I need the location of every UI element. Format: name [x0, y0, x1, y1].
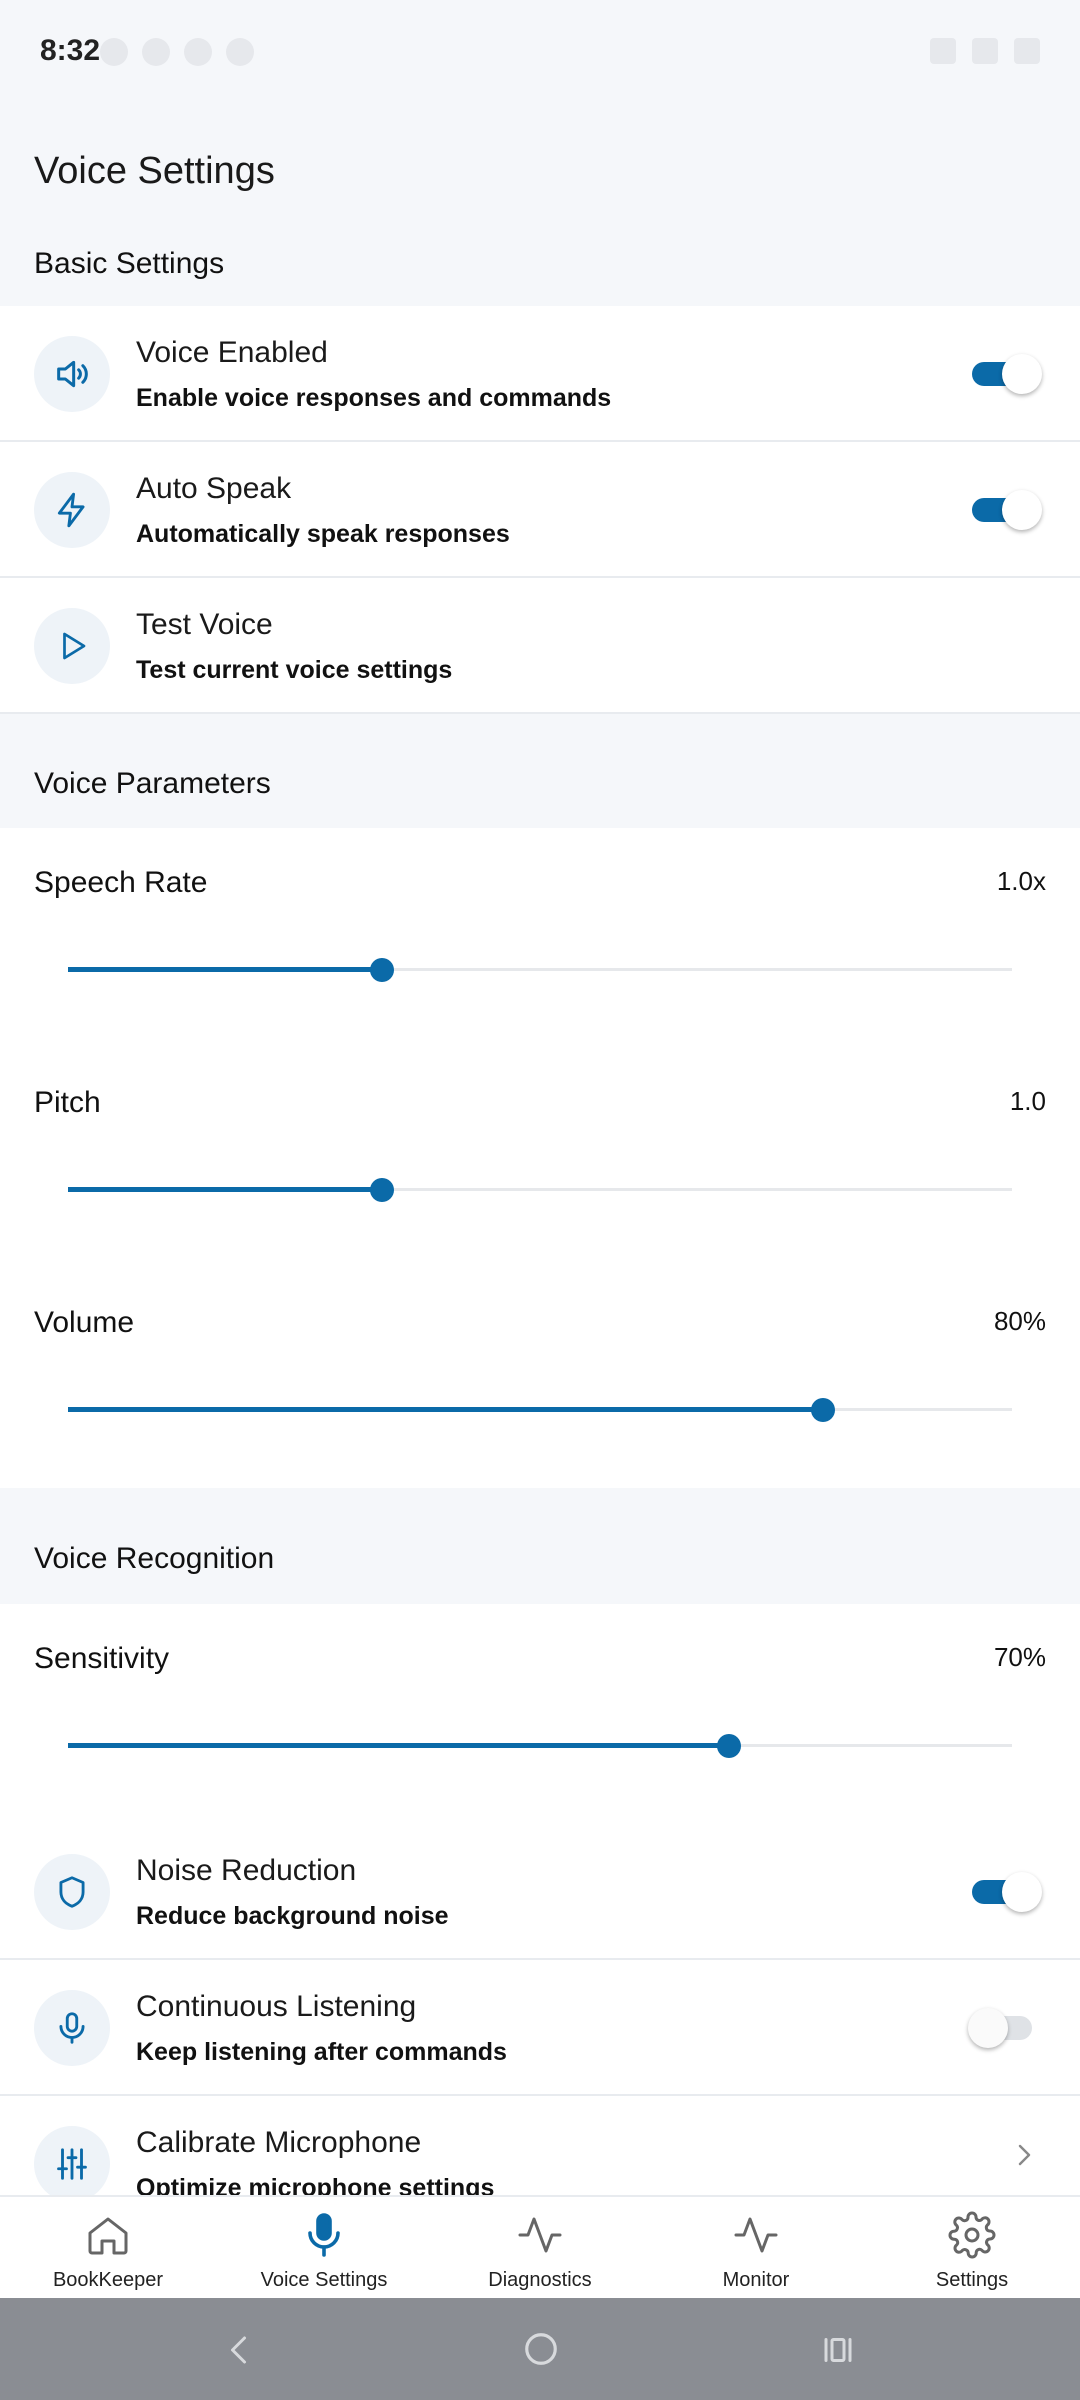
microphone-icon — [300, 2211, 348, 2264]
notification-icon — [184, 38, 212, 66]
status-bar: 8:32 — [0, 0, 1080, 104]
sensitivity-value: 70% — [993, 1642, 1046, 1672]
notification-icon — [100, 38, 128, 66]
pitch-thumb[interactable] — [370, 1178, 395, 1202]
shield-icon — [34, 1854, 110, 1930]
noise-reduction-subtitle: Reduce background noise — [136, 1902, 449, 1930]
back-icon[interactable] — [222, 2332, 258, 2373]
status-time: 8:32 — [40, 34, 101, 67]
test-voice-subtitle: Test current voice settings — [136, 656, 453, 684]
speech-rate-thumb[interactable] — [370, 958, 395, 982]
notification-icon — [226, 38, 254, 66]
system-status-icons — [930, 38, 1040, 64]
speech-rate-value: 1.0x — [996, 866, 1046, 896]
pitch-label: Pitch — [34, 1086, 101, 1119]
speech-rate-row: Speech Rate 1.0x — [0, 828, 1080, 1050]
section-voice-parameters: Voice Parameters — [0, 714, 1080, 828]
voice-enabled-subtitle: Enable voice responses and commands — [136, 384, 612, 412]
voice-enabled-row[interactable]: Voice Enabled Enable voice responses and… — [0, 306, 1080, 442]
pitch-slider[interactable] — [68, 1178, 1012, 1202]
nav-bookkeeper[interactable]: BookKeeper — [0, 2197, 216, 2300]
microphone-icon — [34, 1990, 110, 2066]
test-voice-row[interactable]: Test Voice Test current voice settings — [0, 578, 1080, 714]
pitch-row: Pitch 1.0 — [0, 1048, 1080, 1270]
calibrate-microphone-title: Calibrate Microphone — [136, 2126, 422, 2159]
calibrate-microphone-row[interactable]: Calibrate Microphone Optimize microphone… — [0, 2096, 1080, 2195]
battery-icon — [1014, 38, 1040, 64]
sensitivity-label: Sensitivity — [34, 1642, 170, 1675]
noise-reduction-title: Noise Reduction — [136, 1854, 357, 1887]
continuous-listening-toggle[interactable] — [968, 2008, 1038, 2048]
volume-slider[interactable] — [68, 1398, 1012, 1422]
home-icon — [84, 2211, 132, 2264]
continuous-listening-title: Continuous Listening — [136, 1990, 417, 2023]
volume-value: 80% — [993, 1306, 1046, 1336]
sensitivity-thumb[interactable] — [716, 1734, 741, 1758]
activity-icon — [732, 2211, 780, 2264]
noise-reduction-row[interactable]: Noise Reduction Reduce background noise — [0, 1824, 1080, 1960]
nav-label: Settings — [935, 2269, 1009, 2291]
auto-speak-toggle[interactable] — [972, 490, 1042, 530]
sensitivity-slider[interactable] — [68, 1734, 1012, 1758]
sliders-icon — [34, 2126, 110, 2195]
notification-icon — [142, 38, 170, 66]
nav-voice-settings[interactable]: Voice Settings — [216, 2197, 432, 2300]
play-icon — [34, 608, 110, 684]
lightning-icon — [34, 472, 110, 548]
nav-settings[interactable]: Settings — [864, 2197, 1080, 2300]
auto-speak-row[interactable]: Auto Speak Automatically speak responses — [0, 442, 1080, 578]
chevron-right-icon — [1012, 2140, 1036, 2175]
section-voice-recognition: Voice Recognition — [0, 1488, 1080, 1604]
nav-diagnostics[interactable]: Diagnostics — [432, 2197, 648, 2300]
nav-label: BookKeeper — [52, 2269, 164, 2291]
speech-rate-label: Speech Rate — [34, 866, 208, 899]
volume-row: Volume 80% — [0, 1268, 1080, 1490]
volume-thumb[interactable] — [811, 1398, 836, 1422]
auto-speak-title: Auto Speak — [136, 472, 292, 505]
volume-label: Volume — [34, 1306, 135, 1339]
page-title: Voice Settings — [34, 150, 275, 192]
continuous-listening-subtitle: Keep listening after commands — [136, 2038, 507, 2066]
calibrate-microphone-subtitle: Optimize microphone settings — [136, 2174, 495, 2195]
noise-reduction-toggle[interactable] — [972, 1872, 1042, 1912]
activity-icon — [516, 2211, 564, 2264]
pitch-value: 1.0 — [1009, 1086, 1046, 1116]
gear-icon — [948, 2211, 996, 2264]
home-button-icon[interactable] — [522, 2330, 560, 2373]
system-navigation-bar — [0, 2298, 1080, 2400]
nav-monitor[interactable]: Monitor — [648, 2197, 864, 2300]
nav-label: Voice Settings — [260, 2269, 388, 2291]
auto-speak-subtitle: Automatically speak responses — [136, 520, 510, 548]
nav-label: Monitor — [722, 2269, 790, 2291]
continuous-listening-row[interactable]: Continuous Listening Keep listening afte… — [0, 1960, 1080, 2096]
recents-icon[interactable] — [820, 2332, 856, 2373]
notification-icons — [100, 38, 254, 66]
bottom-navigation: BookKeeper Voice Settings Diagnostics Mo… — [0, 2195, 1080, 2300]
sensitivity-row: Sensitivity 70% — [0, 1604, 1080, 1826]
test-voice-title: Test Voice — [136, 608, 273, 641]
signal-icon — [972, 38, 998, 64]
section-basic-settings: Basic Settings — [0, 242, 1080, 306]
speaker-icon — [34, 336, 110, 412]
voice-enabled-toggle[interactable] — [972, 354, 1042, 394]
wifi-icon — [930, 38, 956, 64]
voice-enabled-title: Voice Enabled — [136, 336, 328, 369]
speech-rate-slider[interactable] — [68, 958, 1012, 982]
nav-label: Diagnostics — [488, 2269, 592, 2291]
